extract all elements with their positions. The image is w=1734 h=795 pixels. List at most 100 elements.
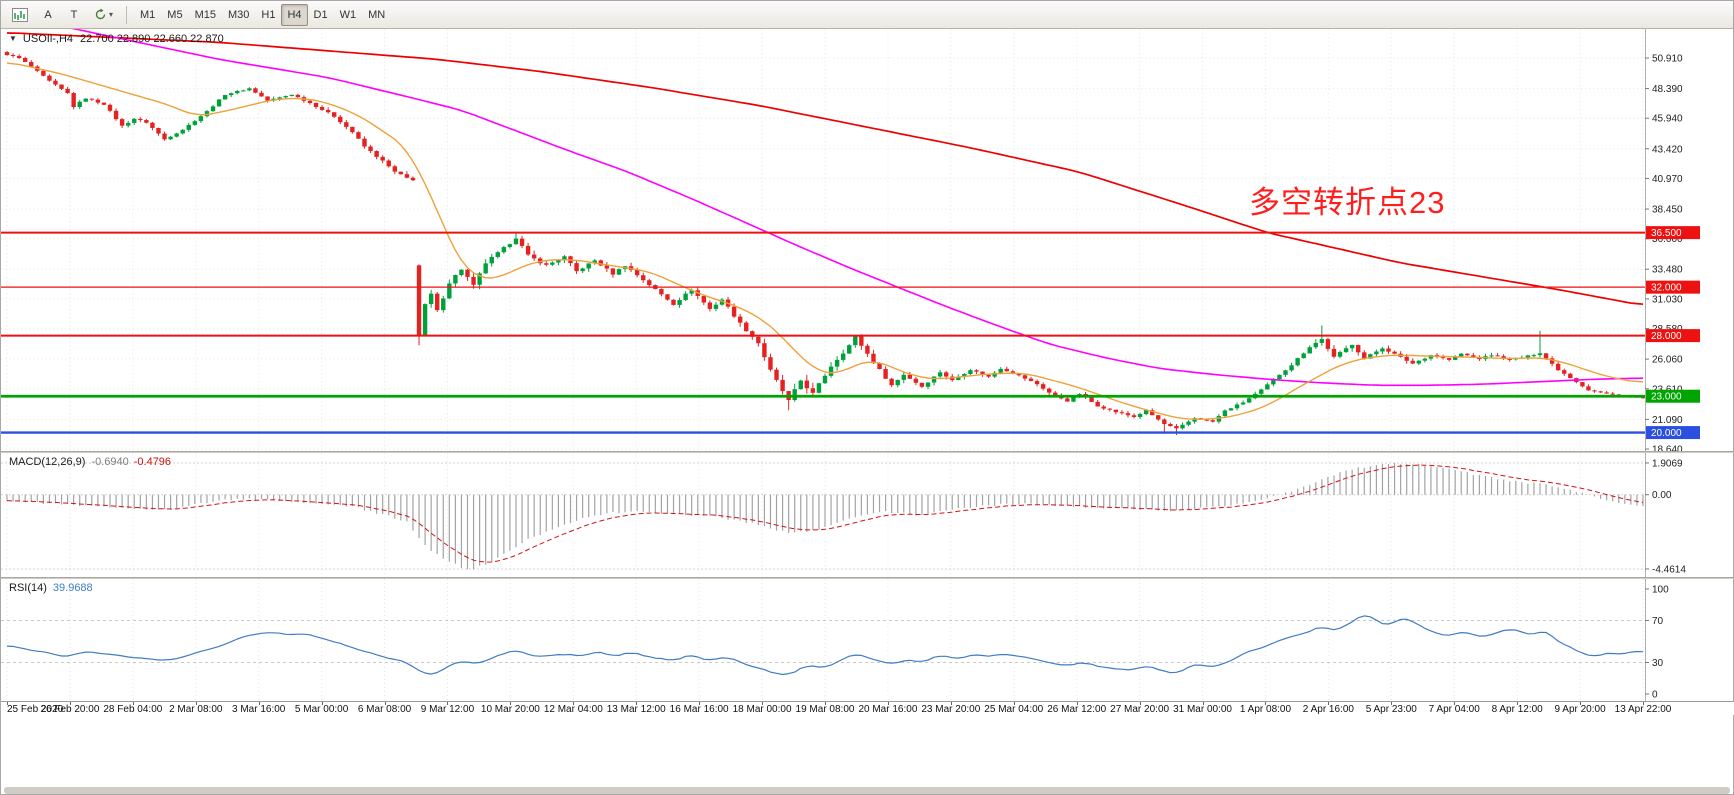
time-axis-label: 2 Mar 08:00	[169, 704, 223, 715]
time-axis-label: 9 Apr 20:00	[1554, 704, 1606, 715]
time-axis-label: 12 Mar 04:00	[543, 704, 603, 715]
chart-title: ▼ USOIl-,H4 22.700 22.890 22.660 22.870	[9, 33, 224, 45]
timeframe-button-m30[interactable]: M30	[227, 8, 250, 21]
timeframe-button-m5[interactable]: M5	[167, 8, 183, 21]
time-tick	[1391, 702, 1393, 705]
time-tick	[1454, 702, 1456, 705]
time-tick	[636, 702, 638, 705]
time-tick	[510, 702, 512, 705]
time-tick	[195, 702, 197, 705]
time-axis-label: 6 Mar 08:00	[357, 704, 412, 715]
time-tick	[762, 702, 764, 705]
rsi-canvas[interactable]: 100 70 30 0	[1, 579, 1734, 701]
svg-text:23.000: 23.000	[1651, 392, 1682, 403]
time-axis-label: 2 Apr 16:00	[1302, 704, 1354, 715]
svg-text:21.090: 21.090	[1652, 415, 1683, 426]
rsi-header: RSI(14) 39.9688	[9, 582, 93, 594]
svg-text:50.910: 50.910	[1652, 54, 1683, 65]
rsi-value: 39.9688	[52, 582, 93, 594]
annotate-letter-button[interactable]: A	[44, 8, 52, 21]
text-tool-button[interactable]: T	[62, 4, 86, 26]
time-tick	[7, 702, 8, 705]
svg-text:43.420: 43.420	[1652, 144, 1683, 155]
time-tick	[1265, 702, 1267, 705]
time-axis-label: 8 Apr 12:00	[1491, 704, 1543, 715]
timeframe-button-m1[interactable]: M1	[140, 8, 156, 21]
timeframe-button-group: M1 M5 M15 M30 H1 H4 D1 W1 MN	[134, 3, 391, 26]
svg-text:1.9069: 1.9069	[1652, 458, 1683, 469]
svg-text:0.00: 0.00	[1652, 490, 1672, 501]
timeframe-button-w1[interactable]: W1	[339, 8, 357, 21]
macd-header: MACD(12,26,9) -0.6940 -0.4796	[9, 456, 171, 468]
time-tick	[887, 702, 889, 705]
timeframe-button-m15[interactable]: M15	[194, 8, 216, 21]
time-tick	[950, 702, 952, 705]
time-axis-label: 13 Apr 22:00	[1614, 704, 1672, 715]
time-tick	[1517, 702, 1519, 705]
svg-text:28.000: 28.000	[1651, 331, 1682, 342]
svg-text:70: 70	[1652, 616, 1664, 627]
time-axis-label: 10 Mar 20:00	[480, 704, 540, 715]
time-tick	[321, 702, 323, 705]
main-chart-canvas[interactable]: 50.910 48.390 45.940 43.420 40.970 38.450 36.0…	[1, 29, 1734, 451]
time-axis-label: 26 Mar 12:00	[1047, 704, 1107, 715]
time-axis-label: 5 Mar 00:00	[294, 704, 349, 715]
svg-text:36.000: 36.000	[1652, 234, 1683, 245]
time-tick	[1202, 702, 1204, 705]
time-axis-label: 23 Mar 20:00	[921, 704, 981, 715]
macd-indicator-panel[interactable]: MACD(12,26,9) -0.6940 -0.4796 1.9069 0.00 -4…	[1, 453, 1734, 577]
panel-splitter[interactable]	[1, 577, 1734, 579]
rsi-indicator-panel[interactable]: RSI(14) 39.9688 100 70 30 0	[1, 579, 1734, 701]
time-tick	[69, 702, 71, 705]
cycle-dropdown-button[interactable]: ▾	[88, 4, 119, 26]
text-tool-label: T	[70, 8, 78, 21]
timeframe-button-mn[interactable]: MN	[368, 8, 386, 21]
svg-text:20.000: 20.000	[1651, 428, 1682, 439]
bottom-scrollbar[interactable]	[4, 787, 1730, 794]
chevron-down-icon: ▾	[109, 10, 114, 19]
time-tick	[1580, 702, 1582, 705]
time-tick	[132, 702, 134, 705]
time-axis-label: 31 Mar 00:00	[1173, 704, 1232, 715]
time-tick	[258, 702, 260, 705]
panel-splitter[interactable]	[1, 451, 1734, 453]
time-axis-label: 28 Feb 04:00	[103, 704, 163, 715]
time-axis[interactable]: 25 Feb 2020 26 Feb 20:00 28 Feb 04:00 2 Mar…	[1, 701, 1734, 715]
time-axis-label: 20 Mar 16:00	[858, 704, 918, 715]
timeframe-button-h4[interactable]: H4	[281, 3, 308, 26]
svg-text:32.000: 32.000	[1651, 283, 1682, 294]
time-axis-label: 26 Feb 20:00	[40, 704, 100, 715]
new-chart-icon[interactable]	[6, 4, 34, 26]
cycle-icon	[95, 8, 106, 20]
svg-text:100: 100	[1652, 585, 1669, 596]
svg-text:40.970: 40.970	[1652, 174, 1683, 185]
svg-text:33.480: 33.480	[1652, 265, 1683, 276]
macd-name: MACD(12,26,9)	[9, 456, 86, 468]
svg-text:26.060: 26.060	[1652, 355, 1683, 366]
time-axis-label: 18 Mar 00:00	[732, 704, 792, 715]
time-tick	[699, 702, 701, 705]
time-axis-label: 25 Feb 2020	[7, 704, 64, 715]
time-axis-label: 16 Mar 16:00	[669, 704, 729, 715]
time-tick	[447, 702, 449, 705]
rsi-name: RSI(14)	[9, 582, 47, 594]
new-chart-icon-glyph	[12, 7, 28, 22]
toolbar: A T ▾ M1 M5 M15 M30 H1 H4 D1 W1 MN	[1, 1, 1733, 29]
ohlc-values: 22.700 22.890 22.660 22.870	[80, 33, 224, 45]
macd-canvas[interactable]: 1.9069 0.00 -4.4614	[1, 453, 1734, 577]
collapse-triangle-icon[interactable]: ▼	[9, 34, 17, 43]
time-axis-label: 13 Mar 12:00	[606, 704, 666, 715]
main-price-chart-panel[interactable]: ▼ USOIl-,H4 22.700 22.890 22.660 22.870 多空…	[1, 29, 1734, 451]
time-tick	[1643, 702, 1644, 705]
time-axis-label: 5 Apr 23:00	[1365, 704, 1417, 715]
macd-signal-value: -0.4796	[133, 456, 172, 468]
time-axis-label: 9 Mar 12:00	[420, 704, 475, 715]
symbol-period-label: USOIl-,H4	[22, 33, 74, 45]
turning-point-annotation[interactable]: 多空转折点23	[1249, 185, 1446, 220]
time-tick	[573, 702, 575, 705]
svg-text:18.640: 18.640	[1652, 445, 1683, 451]
svg-text:38.450: 38.450	[1652, 204, 1683, 215]
timeframe-button-d1[interactable]: D1	[313, 8, 328, 21]
timeframe-button-h1[interactable]: H1	[261, 8, 276, 21]
